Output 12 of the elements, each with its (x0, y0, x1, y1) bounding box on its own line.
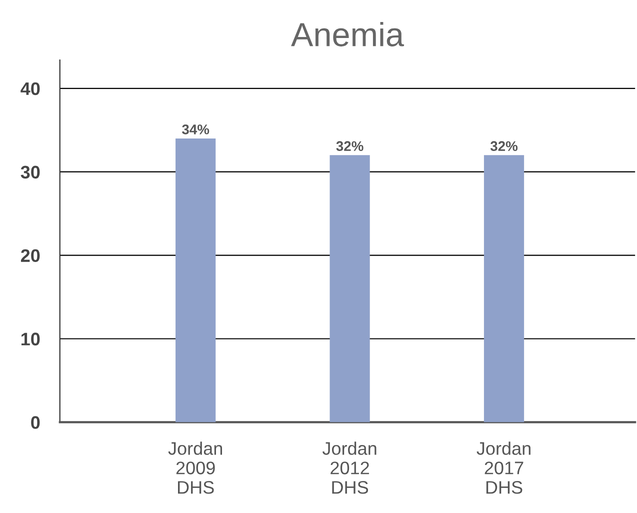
y-tick-label: 30 (20, 166, 40, 179)
x-tick-label: Jordan 2012 DHS (322, 442, 376, 494)
y-tick-label: 20 (20, 249, 40, 262)
x-tick-label: Jordan 2009 DHS (168, 442, 222, 494)
data-label: 34% (182, 124, 210, 134)
data-label: 32% (490, 141, 518, 152)
y-tick-label: 40 (20, 82, 40, 96)
x-tick-label: Jordan 2017 DHS (476, 442, 530, 494)
data-label: 32% (336, 141, 364, 152)
chart-title: Anemia (291, 22, 404, 46)
y-tick-label: 10 (21, 332, 40, 346)
y-tick-label: 0 (31, 416, 40, 429)
